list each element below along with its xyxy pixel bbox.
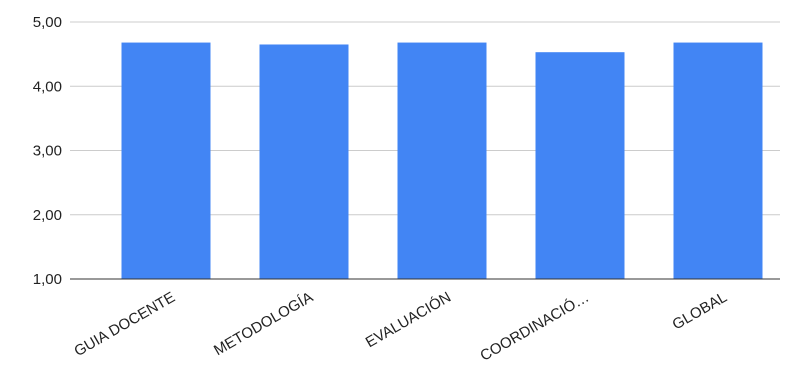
y-tick-label: 3,00 (33, 143, 62, 160)
y-axis-ticks: 1,00 2,00 3,00 4,00 5,00 (33, 14, 62, 288)
bar (535, 52, 625, 280)
x-tick-label: COORDINACIÓ… (477, 289, 592, 365)
y-tick-label: 4,00 (33, 78, 62, 95)
x-tick-label: EVALUACIÓN (363, 289, 454, 352)
x-axis-ticks: GUIA DOCENTE METODOLOGÍA EVALUACIÓN COORDIN… (71, 289, 730, 365)
x-tick-label: GUIA DOCENTE (71, 289, 178, 360)
y-tick-label: 1,00 (33, 271, 62, 288)
y-tick-label: 2,00 (33, 207, 62, 224)
y-tick-label: 5,00 (33, 14, 62, 31)
bars (121, 42, 763, 280)
bar (121, 42, 211, 280)
bar (673, 42, 763, 280)
x-tick-label: METODOLOGÍA (211, 289, 316, 359)
bar (397, 42, 487, 280)
x-tick-label: GLOBAL (670, 289, 730, 334)
bar (259, 44, 349, 279)
